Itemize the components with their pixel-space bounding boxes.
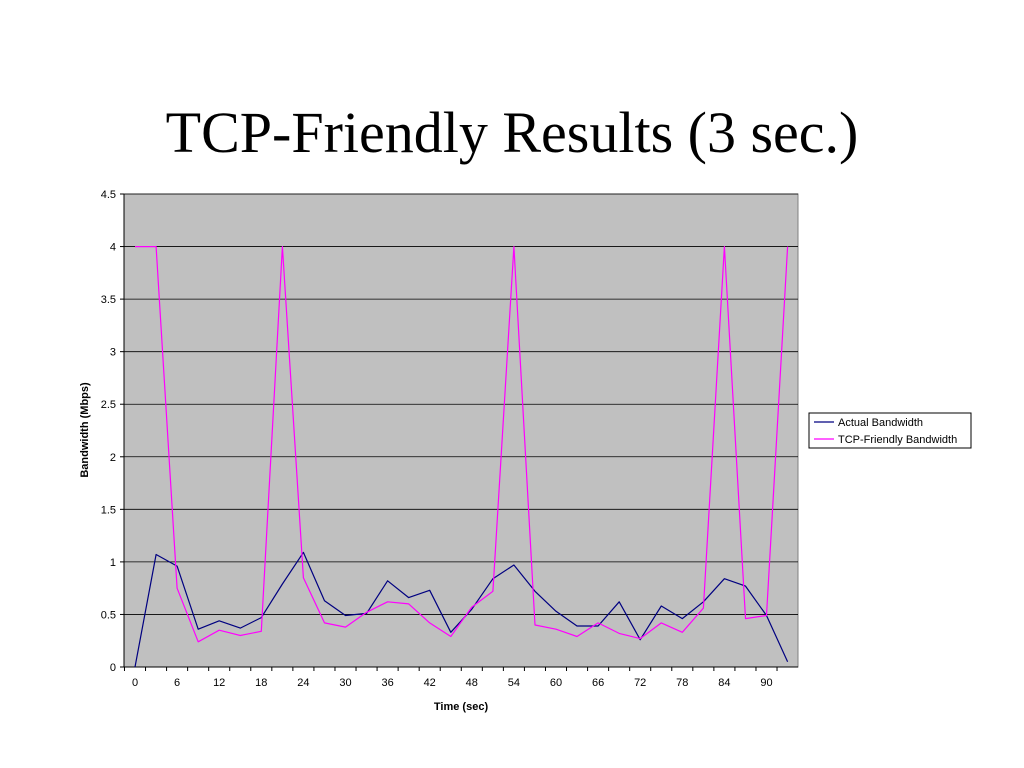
y-tick-label: 0 (110, 662, 116, 674)
series-line-tcp-friendly-bandwidth (135, 246, 789, 643)
y-tick-label: 4 (110, 242, 116, 254)
x-tick-label: 66 (592, 677, 604, 689)
y-tick-label: 2.5 (101, 399, 116, 411)
x-axis-title: Time (sec) (434, 701, 489, 713)
legend: Actual Bandwidth TCP-Friendly Bandwidth (808, 412, 972, 449)
series-lines (134, 246, 789, 668)
x-tick-label: 12 (213, 677, 225, 689)
y-tick-label: 0.5 (101, 609, 116, 621)
x-tick-label: 30 (339, 677, 351, 689)
x-tick-label: 72 (634, 677, 646, 689)
x-tick-label: 54 (508, 677, 520, 689)
y-tick-label: 2 (110, 452, 116, 464)
x-tick-label: 42 (424, 677, 436, 689)
y-tick-label: 3 (110, 347, 116, 359)
y-tick-label: 1 (110, 557, 116, 569)
y-tick-label: 1.5 (101, 504, 116, 516)
y-axis-ticks: 0 0.5 1 1.5 2 2.5 3 3.5 4 4.5 (101, 189, 124, 674)
x-tick-label: 48 (466, 677, 478, 689)
y-tick-label: 4.5 (101, 189, 116, 201)
x-axis-ticks: 0 6 12 18 24 30 36 42 48 54 60 66 72 78 84 90 (123, 667, 778, 689)
plot-area (123, 193, 799, 668)
series-line-actual-bandwidth (134, 551, 789, 668)
x-tick-label: 84 (718, 677, 730, 689)
legend-label-actual-bandwidth: Actual Bandwidth (838, 417, 923, 429)
y-axis-title: Bandwidth (Mbps) (79, 382, 91, 478)
x-tick-label: 78 (676, 677, 688, 689)
slide-title: TCP-Friendly Results (3 sec.) (165, 100, 859, 165)
x-tick-label: 24 (297, 677, 309, 689)
x-tick-label: 90 (760, 677, 772, 689)
y-tick-label: 3.5 (101, 294, 116, 306)
x-tick-label: 60 (550, 677, 562, 689)
legend-box (808, 412, 972, 449)
x-tick-label: 18 (255, 677, 267, 689)
legend-label-tcp-friendly-bandwidth: TCP-Friendly Bandwidth (838, 434, 957, 446)
gridlines (124, 193, 798, 615)
x-tick-label: 6 (174, 677, 180, 689)
x-tick-label: 36 (381, 677, 393, 689)
x-tick-label: 0 (132, 677, 138, 689)
